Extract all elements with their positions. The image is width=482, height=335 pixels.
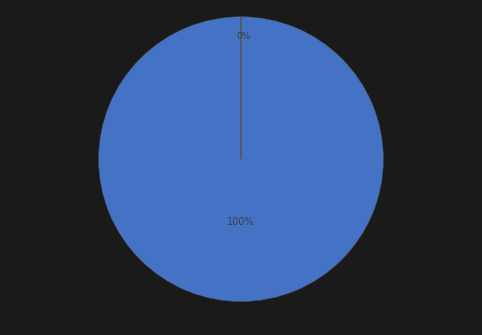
Text: 100%: 100%	[227, 217, 255, 227]
Wedge shape	[99, 17, 383, 302]
Text: 0%: 0%	[0, 334, 1, 335]
Text: 0%: 0%	[236, 31, 251, 41]
